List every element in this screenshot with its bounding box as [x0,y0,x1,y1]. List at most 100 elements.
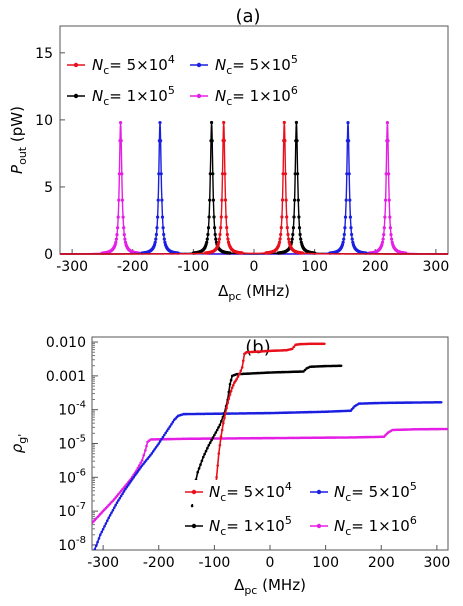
data-point [280,215,284,219]
data-point [215,428,219,432]
data-point [211,436,215,439]
data-point [210,120,214,125]
data-point [285,215,289,219]
data-point [164,431,167,435]
data-point [390,237,394,241]
data-point [208,172,212,176]
data-point [242,359,245,363]
data-point [205,237,209,241]
series-line [213,342,326,503]
data-point [154,237,158,241]
data-point [299,237,303,241]
data-point [239,369,243,373]
data-point [142,454,145,457]
data-point [99,533,102,537]
series-line [92,427,448,525]
data-point [347,139,351,143]
data-point [106,519,109,522]
data-point [217,426,220,429]
data-point [213,226,217,230]
data-point [389,233,393,237]
data-point [161,226,165,230]
legend-marker [73,62,79,68]
series-line [60,120,448,255]
data-point [119,121,123,125]
data-point [222,120,226,125]
data-point [161,435,165,439]
data-point [156,198,160,202]
data-point [165,429,169,433]
data-point [119,494,123,498]
x-axis-label: Δpc (MHz) [234,576,306,597]
data-point [123,237,127,241]
data-point [114,240,118,244]
legend-marker [191,489,197,495]
data-point [298,232,302,237]
data-point [135,472,138,475]
y-tick-label: 0.010 [46,335,86,351]
data-point [227,390,231,394]
data-point [296,172,300,176]
data-point [225,406,228,410]
data-point [162,232,166,237]
data-point [229,389,233,393]
data-point [218,423,222,427]
y-tick-label: 10-7 [58,501,86,520]
data-point [222,421,225,425]
data-point [387,172,391,176]
data-point [382,233,386,237]
y-tick-label: 10-5 [58,434,86,453]
data-point [144,449,147,452]
data-point [122,233,126,237]
data-point [159,172,163,176]
data-point [346,121,350,125]
data-point [282,120,286,125]
data-point [290,237,294,241]
data-point [240,251,244,255]
data-point [208,441,212,445]
data-point [284,198,288,202]
data-point [213,433,216,437]
data-point [225,232,229,237]
x-tick-label: -300 [56,259,88,275]
panel-label: (a) [235,6,260,27]
data-point [342,232,346,237]
data-point [215,476,218,479]
data-point [140,459,144,462]
data-point [96,540,99,544]
legend-label: Nc= 1×105 [209,514,292,538]
data-point [287,237,291,241]
panel-label: (b) [245,337,270,358]
chart-panel-b: -300 -200 -100 0 100 200 300 0.010 0.001 10-4 10-5… [8,335,450,597]
data-point [154,232,158,237]
data-point [133,474,137,477]
data-point [281,172,285,176]
data-point [160,438,163,441]
data-point [240,366,244,369]
data-point [206,232,210,237]
data-point [156,215,160,219]
data-point [291,226,295,230]
data-point [211,172,215,176]
data-point [202,455,205,459]
x-tick-label: 100 [301,259,328,275]
data-point [117,499,120,502]
legend-item: Nc= 1×106 [304,514,426,538]
data-point [124,487,127,491]
data-point [229,378,233,382]
data-point [223,416,226,420]
data-point [151,450,155,453]
data-point [157,172,161,176]
data-point [218,443,222,447]
data-point [381,237,385,241]
data-point [121,492,124,496]
data-point [190,504,194,508]
legend-label: Nc= 5×104 [92,53,175,77]
x-tick-label: 300 [424,555,451,571]
data-point [286,232,290,237]
x-tick-label: 0 [250,259,259,275]
data-point [228,251,232,255]
data-point [217,452,221,455]
legend-marker [316,523,322,529]
